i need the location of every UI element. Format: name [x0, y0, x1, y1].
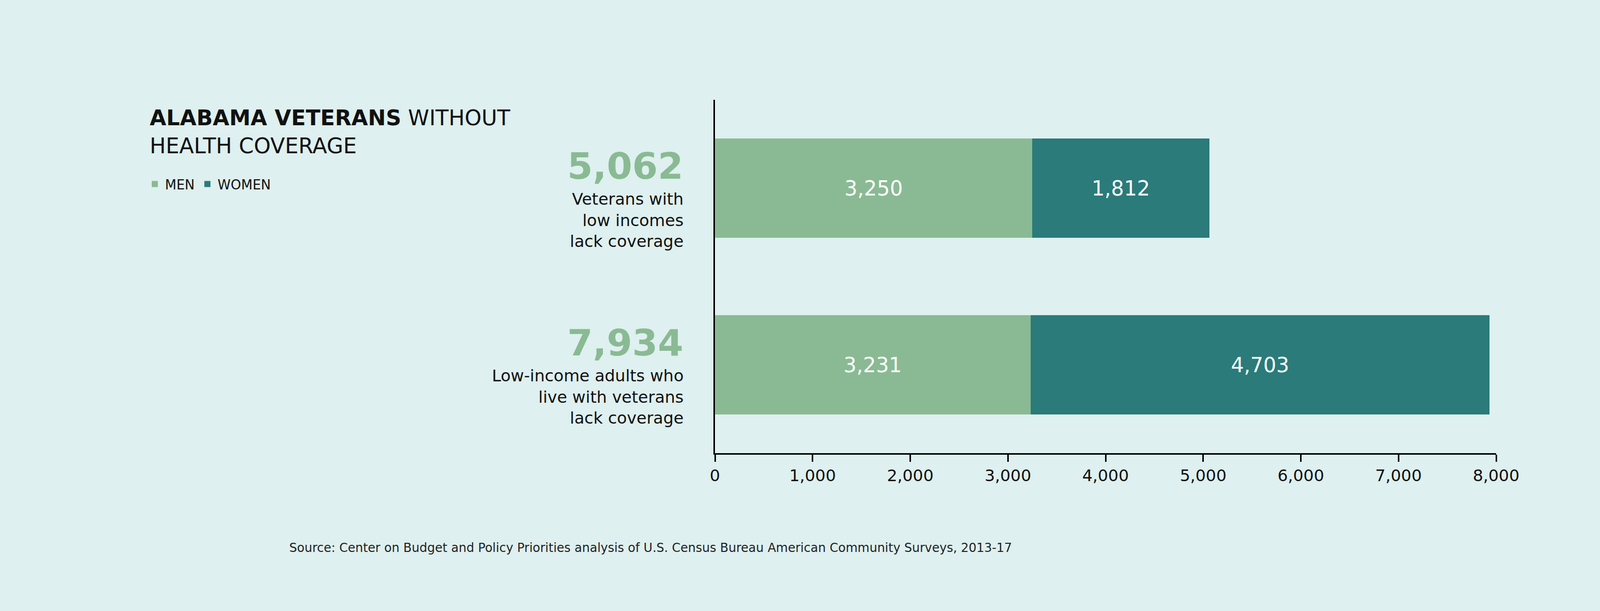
svg-text:1,812: 1,812 — [1091, 176, 1151, 201]
svg-text:Source: Center on Budget and P: Source: Center on Budget and Policy Prio… — [289, 540, 1012, 556]
svg-text:5,000: 5,000 — [1179, 465, 1227, 486]
svg-text:5,062: 5,062 — [567, 144, 684, 188]
svg-text:ALABAMA VETERANS WITHOUTHEALTH: ALABAMA VETERANS WITHOUTHEALTH COVERAGE — [149, 105, 511, 159]
svg-text:6,000: 6,000 — [1277, 465, 1325, 486]
svg-text:WOMEN: WOMEN — [217, 177, 271, 193]
svg-text:3,250: 3,250 — [844, 176, 903, 201]
svg-text:3,000: 3,000 — [984, 465, 1032, 486]
svg-text:7,000: 7,000 — [1374, 465, 1422, 486]
svg-text:4,000: 4,000 — [1082, 465, 1129, 486]
svg-text:Low-income adults wholive with: Low-income adults wholive with veteransl… — [491, 366, 684, 428]
svg-text:MEN: MEN — [164, 177, 195, 193]
svg-text:4,703: 4,703 — [1230, 353, 1290, 377]
svg-text:7,934: 7,934 — [567, 321, 684, 365]
svg-text:1,000: 1,000 — [789, 465, 837, 486]
svg-text:0: 0 — [709, 465, 721, 486]
svg-text:8,000: 8,000 — [1472, 465, 1520, 486]
svg-text:3,231: 3,231 — [843, 353, 903, 377]
svg-text:2,000: 2,000 — [887, 465, 934, 486]
svg-text:Veterans withlow incomeslack c: Veterans withlow incomeslack coverage — [569, 189, 684, 252]
